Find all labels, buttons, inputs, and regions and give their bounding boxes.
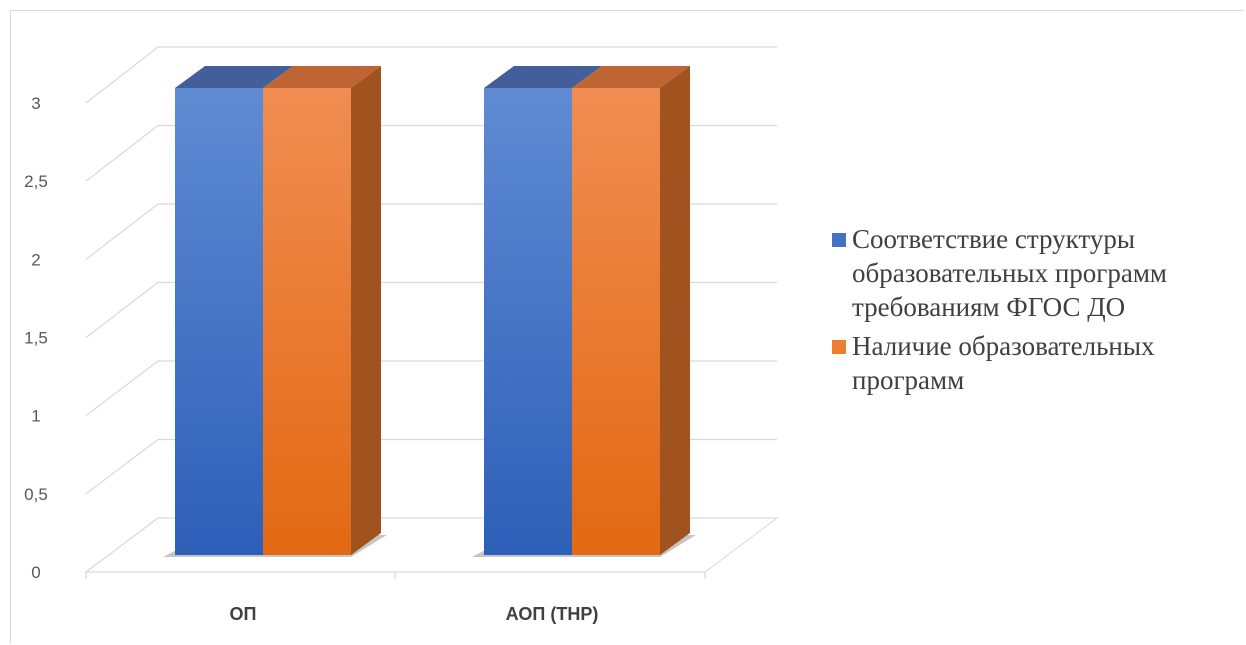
legend-swatch-blue	[832, 233, 846, 247]
gridline-diagonal	[85, 360, 159, 417]
gridline-diagonal	[85, 439, 159, 495]
bar-side-2-2	[660, 66, 690, 555]
bar-top-1-2	[484, 66, 602, 88]
gridline-diagonal	[85, 282, 159, 338]
y-tick-label: 0,5	[24, 485, 48, 504]
y-tick-label: 1,5	[24, 329, 48, 348]
bar-1-1	[175, 88, 263, 555]
x-category-label: АОП (ТНР)	[506, 604, 599, 624]
y-tick-label: 2	[31, 250, 40, 269]
legend-label-series-2: Наличие образовательных программ	[852, 331, 1155, 395]
y-tick-label: 3	[31, 94, 40, 113]
x-category-label: ОП	[230, 604, 257, 624]
bar-2-1	[263, 88, 351, 555]
legend-label-series-1: Соответствие структуры образовательных п…	[852, 224, 1167, 322]
bar-top-2-1	[263, 66, 381, 88]
legend-item-series-1: Соответствие структуры образовательных п…	[832, 222, 1232, 324]
y-tick-label: 1	[31, 407, 40, 426]
bars	[163, 66, 696, 557]
gridline-diagonal	[85, 203, 159, 260]
legend-swatch-orange	[832, 340, 846, 354]
y-tick-label: 0	[31, 563, 40, 582]
legend-item-series-2: Наличие образовательных программ	[832, 329, 1232, 397]
chart-frame	[10, 10, 1244, 643]
bar-side-2-1	[351, 66, 381, 555]
gridline-diagonal	[85, 125, 159, 182]
y-tick-label: 2,5	[24, 172, 48, 191]
axes: 0 0,5 1 1,5 2 2,5 3 ОП АОП (ТНР)	[24, 94, 706, 624]
bar-top-1-1	[175, 66, 293, 88]
bar-2-2	[572, 88, 660, 555]
gridline-diagonal	[85, 46, 159, 104]
bar-top-2-2	[572, 66, 690, 88]
legend: Соответствие структуры образовательных п…	[832, 222, 1232, 402]
bar-1-2	[484, 88, 572, 555]
